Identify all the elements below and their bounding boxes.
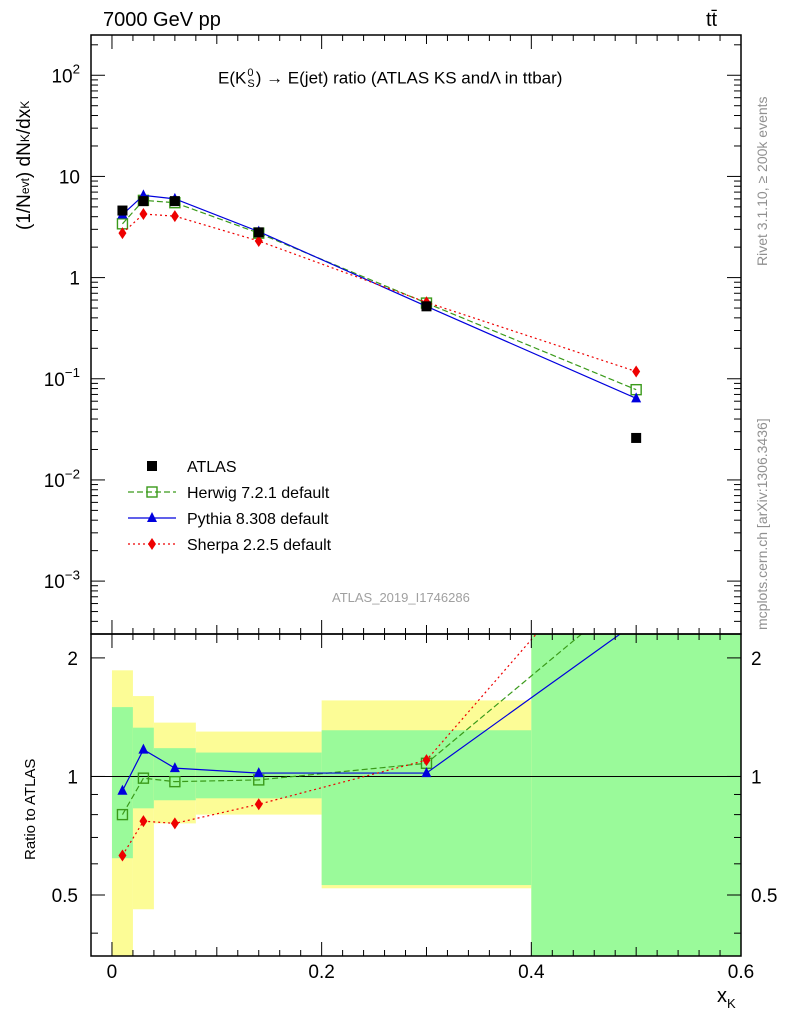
marker-square (146, 486, 158, 498)
series-line (122, 199, 637, 391)
x-axis-label: xK (717, 985, 736, 1011)
marker-diamond (139, 815, 148, 828)
marker-data (147, 461, 157, 471)
axes-frames (90, 34, 742, 957)
legend-label-series: Sherpa 2.2.5 default (187, 537, 332, 554)
marker-triangle (147, 512, 157, 522)
header-left: 7000 GeV pp (103, 9, 221, 31)
y-tick-label: 102 (51, 62, 80, 88)
main-lines (116, 189, 642, 443)
marker-diamond (148, 538, 156, 550)
ratio-tick-label-right: 0.5 (751, 886, 777, 907)
marker-diamond (118, 849, 127, 862)
band-inner (111, 707, 133, 859)
marker-data (117, 205, 128, 216)
band-inner (132, 727, 154, 809)
x-tick-label: 0.4 (518, 962, 545, 983)
watermark: ATLAS_2019_I1746286 (332, 590, 470, 605)
x-tick-label: 0 (107, 962, 118, 983)
y-tick-label: 1 (69, 269, 80, 290)
header-right: tt̄ (706, 9, 718, 31)
y-tick-label: 10−2 (44, 466, 80, 492)
marker-data (138, 196, 149, 207)
marker-data (631, 432, 642, 443)
rivet-label: Rivet 3.1.10, ≥ 200k events (754, 96, 770, 266)
marker-square (169, 775, 181, 788)
marker-diamond (254, 798, 263, 811)
ratio-tick-label: 0.5 (52, 886, 78, 907)
axis-ticks: 0 0.2 0.4 0.6 10−3 10−2 10−1 1 10 102 0.5 0.5 1 1 2 2 (44, 35, 777, 983)
ratio-line (121, 634, 583, 815)
marker-data (169, 196, 180, 207)
legend-label-series: Herwig 7.2.1 default (187, 485, 330, 502)
marker-data (421, 301, 432, 312)
marker-diamond (632, 365, 641, 378)
band-inner (321, 730, 532, 886)
mcplots-label: mcplots.cern.ch [arXiv:1306.3436] (754, 418, 770, 630)
legend-label-series: Pythia 8.308 default (187, 511, 329, 528)
marker-diamond (254, 235, 263, 248)
uncertainty-bands (111, 634, 741, 956)
marker-diamond (170, 210, 179, 223)
ratio-tick-label-right: 2 (751, 649, 762, 670)
y-tick-label: 10−3 (44, 568, 80, 594)
y-tick-label: 10 (59, 167, 80, 188)
marker-diamond (422, 754, 431, 767)
marker-triangle (631, 392, 642, 403)
ratio-tick-label: 1 (67, 767, 78, 788)
marker-data (253, 227, 264, 238)
ratio-tick-label: 2 (67, 649, 78, 670)
x-tick-label: 0.6 (728, 962, 754, 983)
y-axis-label: (1/Nevt) dNK/dxK (14, 100, 35, 230)
marker-diamond (170, 817, 179, 830)
band-inner (531, 634, 741, 956)
marker-triangle (253, 767, 264, 778)
marker-square (137, 772, 150, 784)
ratio-lines (91, 634, 741, 862)
marker-diamond (139, 208, 148, 221)
ratio-frame (90, 633, 742, 957)
ratio-line (121, 634, 622, 791)
marker-square (116, 808, 129, 821)
ratio-tick-label-right: 1 (751, 767, 762, 788)
legend: ATLAS Herwig 7.2.1 default Pythia 8.308 de… (128, 459, 332, 554)
series-line (122, 194, 637, 399)
series-line (122, 213, 637, 373)
marker-triangle (138, 743, 149, 754)
x-tick-label: 0.2 (308, 962, 334, 983)
plot-title: E(K 0 S) → E(jet) ratio (ATLAS KS andΛ in … (218, 67, 563, 90)
marker-triangle (117, 784, 128, 795)
y-tick-label: 10−1 (44, 365, 80, 391)
marker-triangle (169, 762, 180, 773)
legend-label-data: ATLAS (187, 459, 237, 476)
marker-triangle (421, 767, 432, 778)
ratio-y-label: Ratio to ATLAS (22, 758, 39, 860)
marker-diamond (118, 227, 127, 240)
band-inner (153, 748, 196, 801)
